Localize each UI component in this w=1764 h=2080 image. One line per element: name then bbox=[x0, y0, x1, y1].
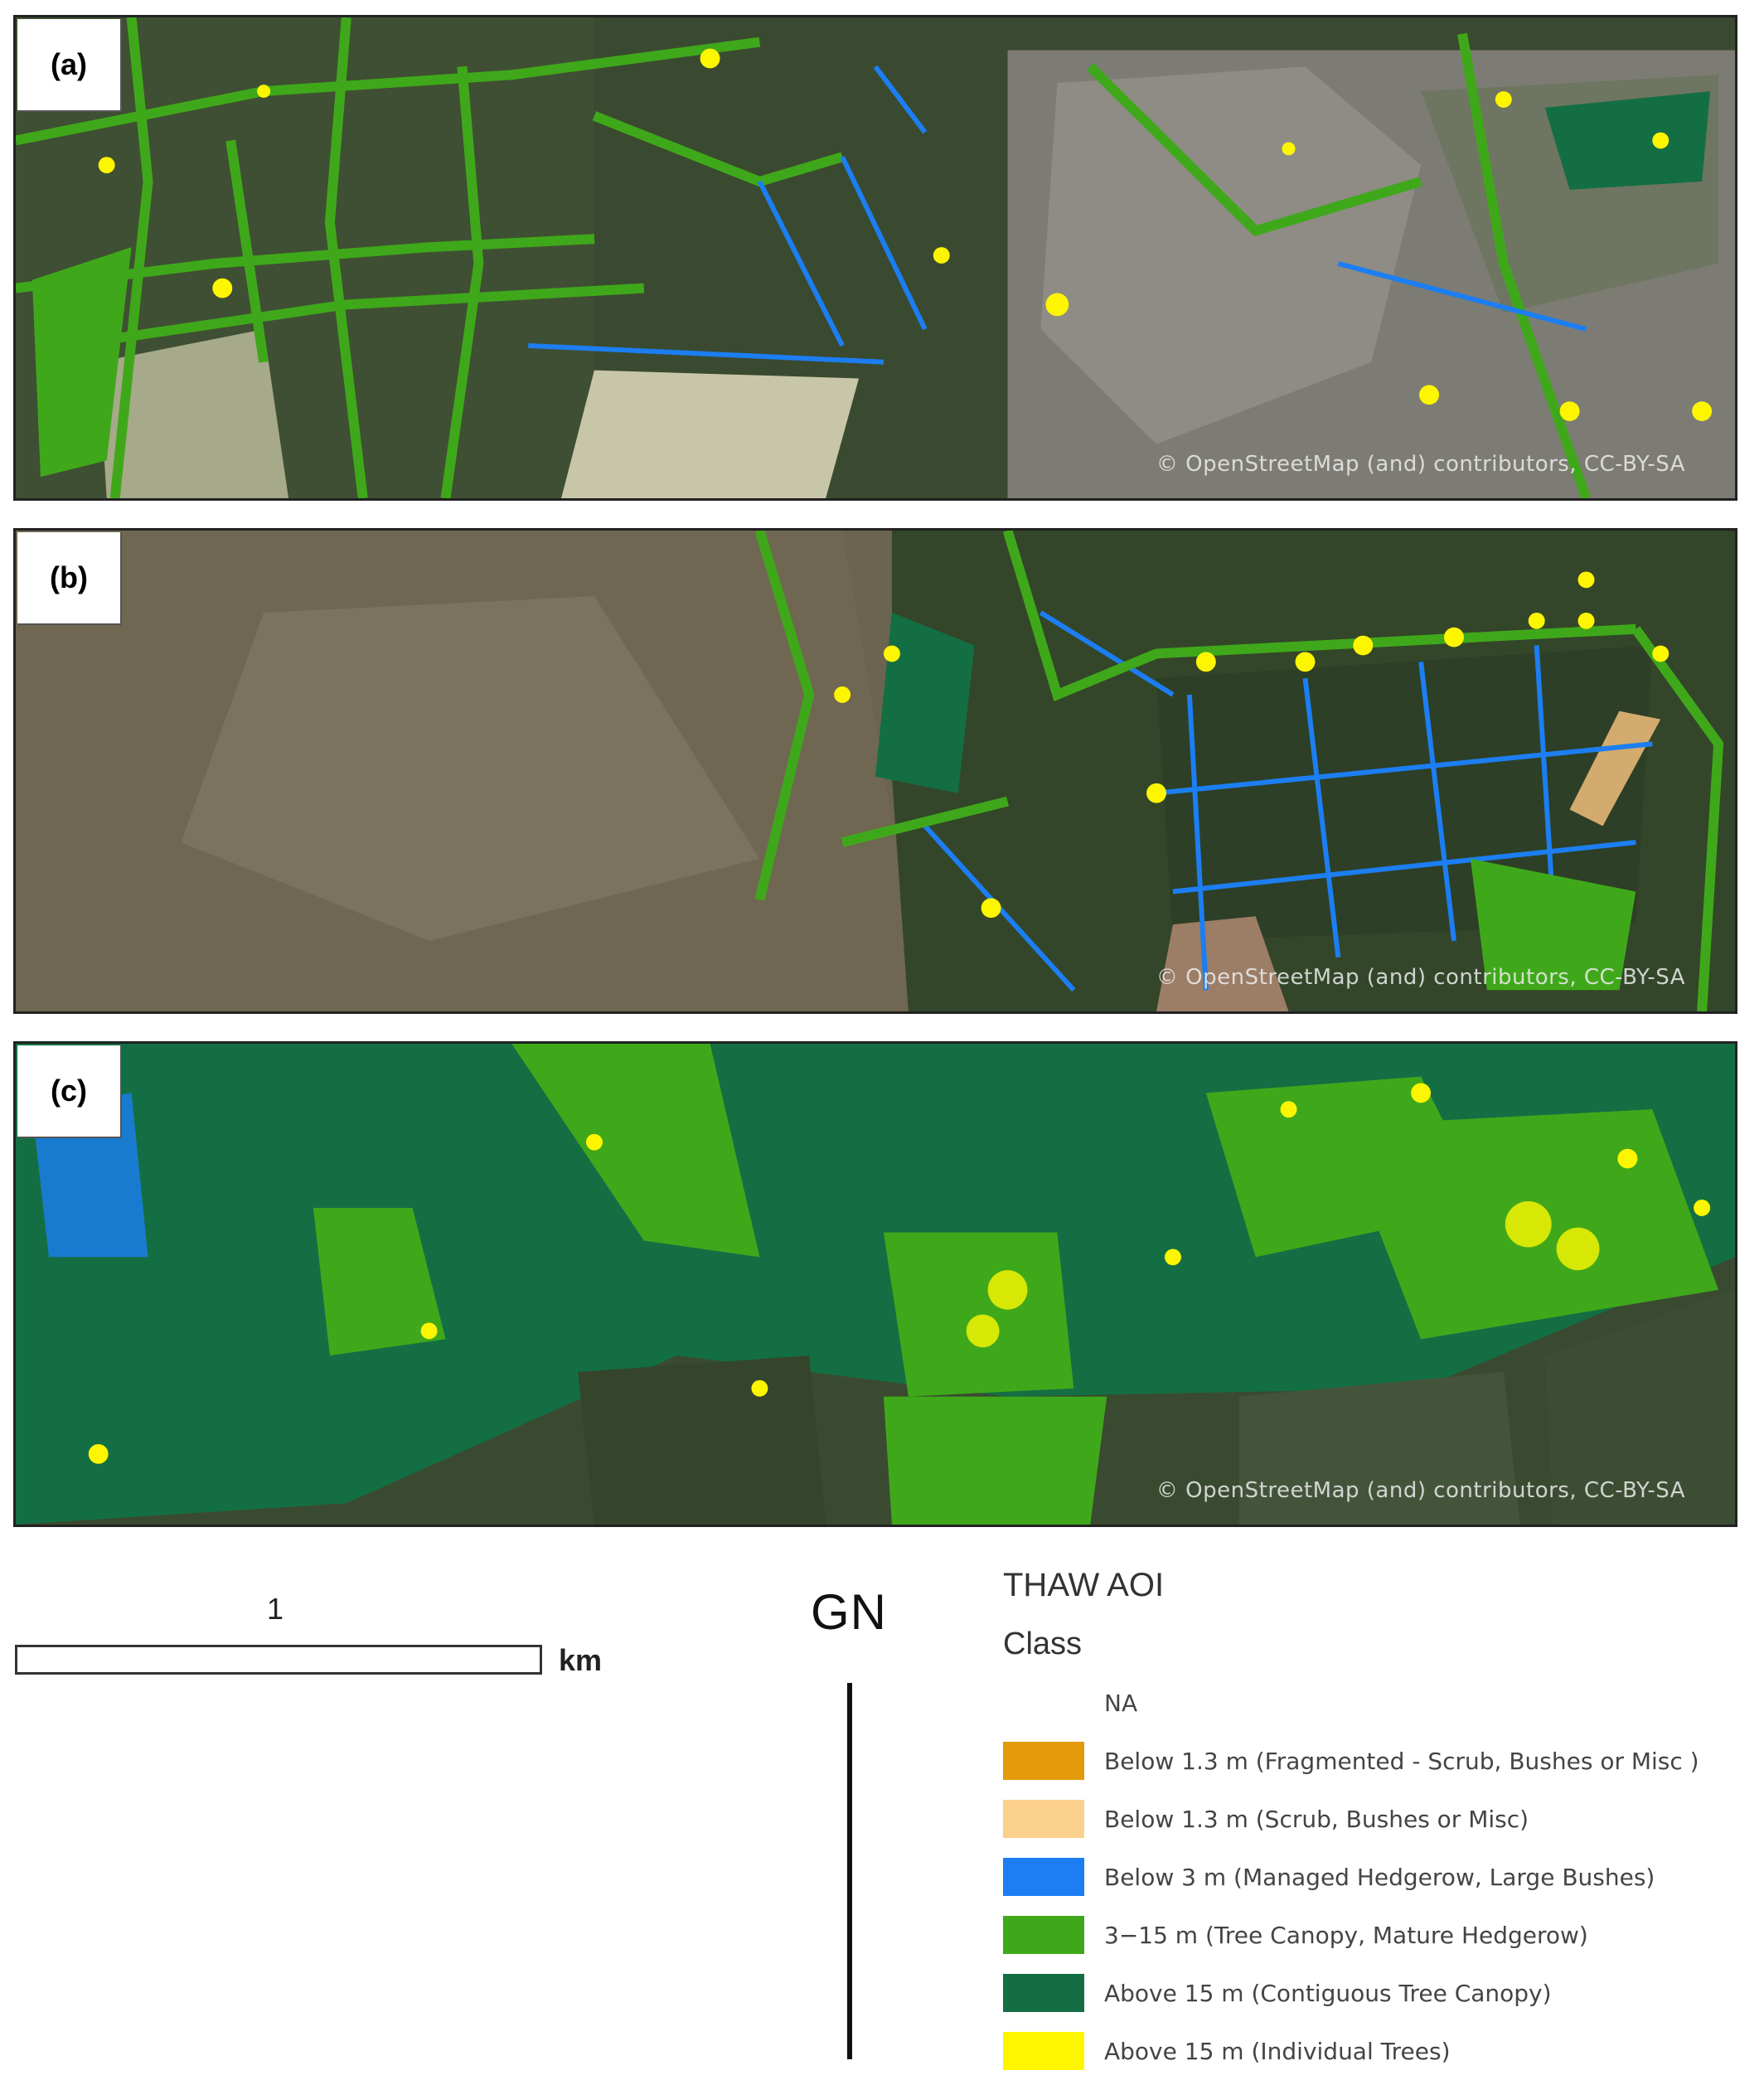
legend-swatch bbox=[1003, 1684, 1084, 1722]
north-arrow-line bbox=[847, 1683, 852, 2059]
legend-item-label: Below 3 m (Managed Hedgerow, Large Bushe… bbox=[1104, 1863, 1655, 1891]
map-b-canvas bbox=[16, 531, 1735, 1011]
legend-item-na: NA bbox=[1003, 1683, 1137, 1723]
attribution-c: © OpenStreetMap (and) contributors, CC-B… bbox=[1156, 1478, 1685, 1503]
panel-label-b: (b) bbox=[17, 532, 122, 625]
map-panel-c: (c) © OpenStreetMap (and) contributors, … bbox=[13, 1041, 1737, 1527]
legend-swatch bbox=[1003, 2032, 1084, 2070]
map-panel-b: (b) © OpenStreetMap (and) contributors, … bbox=[13, 528, 1737, 1014]
legend-item-tree-canopy: 3−15 m (Tree Canopy, Mature Hedgerow) bbox=[1003, 1915, 1588, 1955]
legend-item-label: Above 15 m (Contiguous Tree Canopy) bbox=[1104, 1979, 1552, 2007]
legend-item-label: 3−15 m (Tree Canopy, Mature Hedgerow) bbox=[1104, 1921, 1588, 1949]
legend-item-label: Above 15 m (Individual Trees) bbox=[1104, 2037, 1451, 2065]
legend-swatch bbox=[1003, 1800, 1084, 1838]
scale-bar-value: 1 bbox=[267, 1592, 284, 1626]
legend-item-contiguous-canopy: Above 15 m (Contiguous Tree Canopy) bbox=[1003, 1973, 1552, 2013]
map-a-canvas bbox=[16, 17, 1735, 498]
legend-title: THAW AOI bbox=[1003, 1567, 1165, 1603]
legend-swatch bbox=[1003, 1858, 1084, 1896]
legend-item-label: NA bbox=[1104, 1689, 1138, 1717]
legend-swatch bbox=[1003, 1974, 1084, 2012]
panel-label-c: (c) bbox=[17, 1045, 122, 1138]
map-panel-a: (a) © OpenStreetMap (and) contributors, … bbox=[13, 15, 1737, 501]
scale-bar bbox=[15, 1645, 542, 1675]
attribution-b: © OpenStreetMap (and) contributors, CC-B… bbox=[1156, 965, 1685, 990]
map-c-canvas bbox=[16, 1044, 1735, 1525]
legend-item-label: Below 1.3 m (Scrub, Bushes or Misc) bbox=[1104, 1805, 1529, 1833]
scale-bar-unit: km bbox=[559, 1643, 603, 1677]
legend-item-scrub: Below 1.3 m (Scrub, Bushes or Misc) bbox=[1003, 1799, 1529, 1839]
legend-item-individual-trees: Above 15 m (Individual Trees) bbox=[1003, 2031, 1451, 2071]
legend-item-fragmented-scrub: Below 1.3 m (Fragmented - Scrub, Bushes … bbox=[1003, 1741, 1699, 1781]
legend-swatch bbox=[1003, 1742, 1084, 1780]
legend-item-label: Below 1.3 m (Fragmented - Scrub, Bushes … bbox=[1104, 1747, 1699, 1775]
attribution-a: © OpenStreetMap (and) contributors, CC-B… bbox=[1156, 452, 1685, 477]
north-arrow-label: GN bbox=[811, 1584, 887, 1640]
panel-label-a: (a) bbox=[17, 19, 122, 112]
legend-subtitle: Class bbox=[1003, 1627, 1083, 1661]
legend-swatch bbox=[1003, 1916, 1084, 1954]
legend-item-managed-hedgerow: Below 3 m (Managed Hedgerow, Large Bushe… bbox=[1003, 1857, 1655, 1897]
